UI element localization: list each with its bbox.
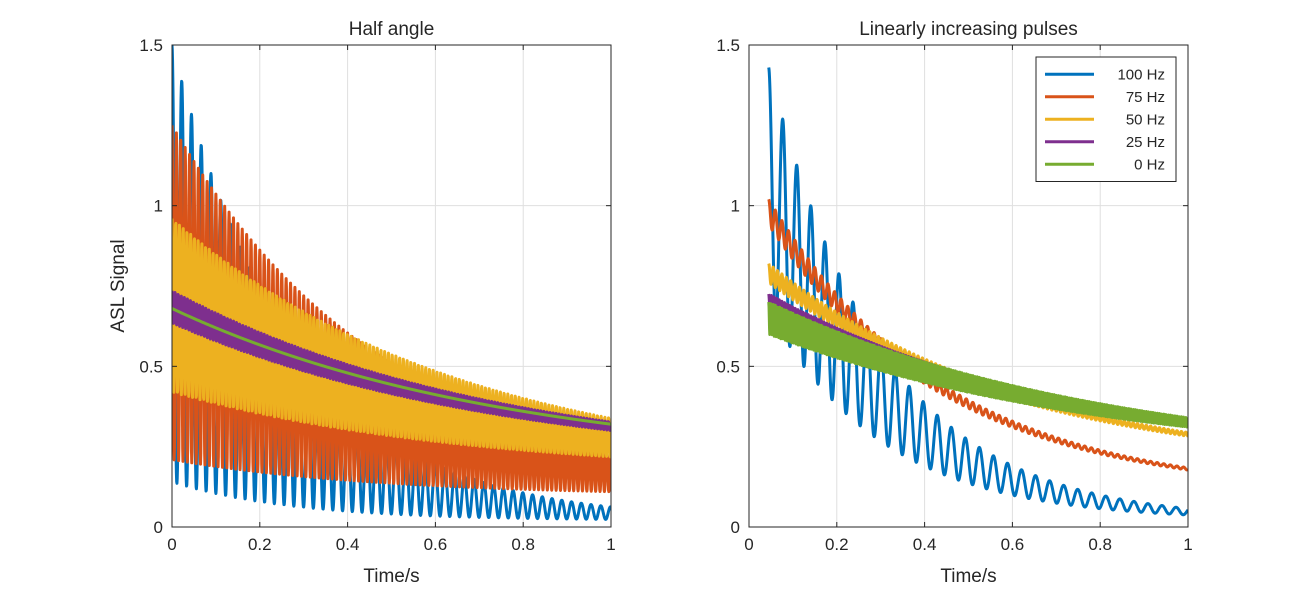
legend: 100 Hz 75 Hz 50 Hz 25 Hz 0 Hz <box>1035 56 1177 182</box>
left-plot-half-angle: 0 0.2 0.4 0.6 0.8 1 0 0.5 1 1.5 Half angle Time/s AS… <box>108 19 616 587</box>
axes-box <box>748 44 1189 528</box>
x-tick-label: 1 <box>1183 535 1192 554</box>
y-tick-label: 1.5 <box>716 36 740 55</box>
series-line-0hz <box>172 307 611 426</box>
axes-box <box>171 44 612 528</box>
series-group <box>767 67 1188 517</box>
legend-label-75hz: 75 Hz <box>1126 89 1165 106</box>
x-tick-label: 0.8 <box>1088 535 1112 554</box>
legend-label-25hz: 25 Hz <box>1126 134 1165 151</box>
y-tick-label: 1.5 <box>139 36 163 55</box>
series-line-0hz <box>767 301 1188 429</box>
y-tick-label: 0.5 <box>139 357 163 376</box>
x-tick-label: 0.2 <box>825 535 849 554</box>
series-line-100hz <box>767 67 1188 517</box>
legend-label-100hz: 100 Hz <box>1117 66 1165 83</box>
x-tick-label: 0.2 <box>248 535 272 554</box>
y-axis-label: ASL Signal <box>108 239 129 332</box>
y-tick-label: 0 <box>731 518 740 537</box>
x-tick-label: 1 <box>606 535 615 554</box>
x-axis-label: Time/s <box>363 566 419 587</box>
x-tick-label: 0.6 <box>424 535 448 554</box>
y-tick-label: 0.5 <box>716 357 740 376</box>
x-tick-label: 0 <box>167 535 176 554</box>
right-plot-linearly-increasing-pulses: 0 0.2 0.4 0.6 0.8 1 0 0.5 1 1.5 Linearly increasin… <box>716 19 1192 587</box>
chart-title: Half angle <box>349 19 435 40</box>
legend-label-50hz: 50 Hz <box>1126 111 1165 128</box>
x-tick-label: 0 <box>744 535 753 554</box>
y-tick-label: 0 <box>154 518 163 537</box>
series-line-75hz <box>767 198 1188 472</box>
series-group <box>172 45 611 521</box>
x-tick-label: 0.8 <box>511 535 535 554</box>
legend-label-0hz: 0 Hz <box>1134 156 1165 173</box>
series-line-100hz <box>172 45 611 521</box>
series-line-25hz <box>172 290 611 432</box>
y-tick-label: 1 <box>731 197 740 216</box>
x-tick-label: 0.6 <box>1001 535 1025 554</box>
x-tick-label: 0.4 <box>336 535 360 554</box>
y-tick-label: 1 <box>154 197 163 216</box>
chart-title: Linearly increasing pulses <box>859 19 1078 40</box>
x-tick-label: 0.4 <box>913 535 937 554</box>
x-axis-label: Time/s <box>940 566 996 587</box>
